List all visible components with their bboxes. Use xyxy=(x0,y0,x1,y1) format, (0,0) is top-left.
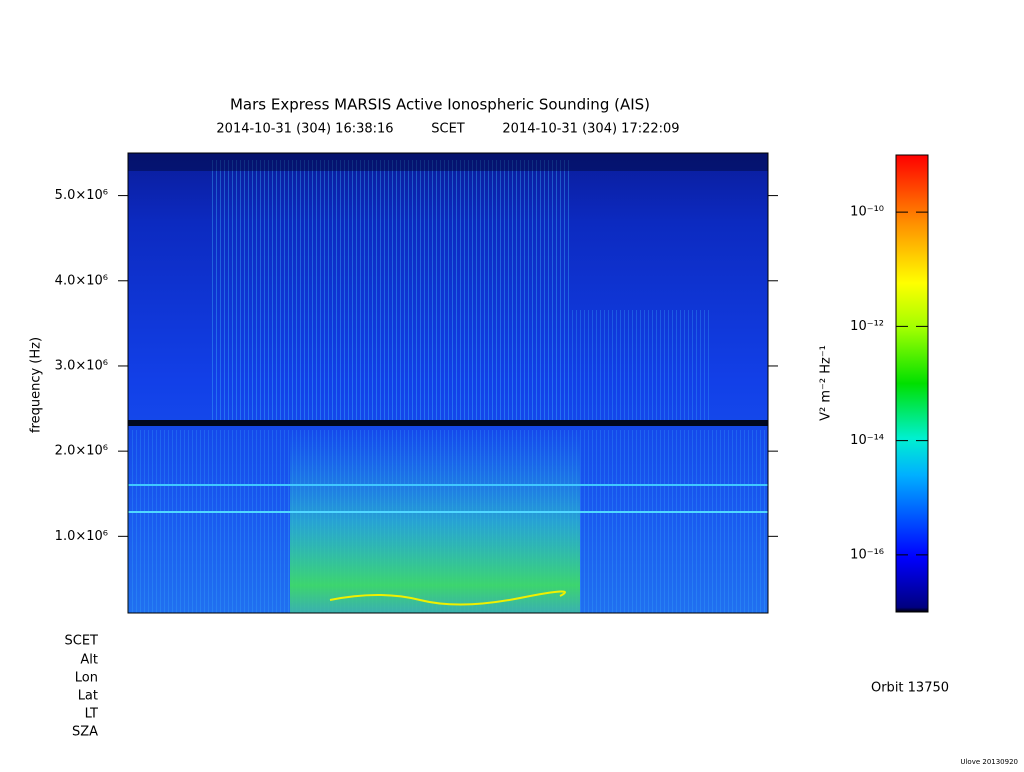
y-tick-label: 5.0×10⁶ xyxy=(55,188,108,203)
y-tick-label: 2.0×10⁶ xyxy=(55,444,108,459)
y-tick-label: 1.0×10⁶ xyxy=(55,529,108,544)
x-axis-label: SCET xyxy=(65,634,99,649)
ephemeris-label: SZA xyxy=(72,725,98,740)
colorbar-tick-label: 10⁻¹² xyxy=(850,319,884,334)
colorbar-tick-label: 10⁻¹⁰ xyxy=(850,205,884,220)
subtitle: SCET xyxy=(431,122,465,137)
subtitle: 2014-10-31 (304) 17:22:09 xyxy=(502,122,679,137)
ephemeris-label: Lon xyxy=(75,671,98,686)
title: Mars Express MARSIS Active Ionospheric S… xyxy=(230,96,650,114)
colorbar-tick-label: 10⁻¹⁴ xyxy=(850,433,884,448)
credit: Ulove 20130920 xyxy=(960,758,1018,766)
colorbar xyxy=(895,154,929,613)
ephemeris-label: LT xyxy=(85,707,98,722)
colorbar-label: V² m⁻² Hz⁻¹ xyxy=(819,345,834,421)
spectrogram xyxy=(127,152,769,614)
y-axis-label: frequency (Hz) xyxy=(29,337,44,433)
ephemeris-label: Alt xyxy=(80,653,98,668)
ephemeris-label: Lat xyxy=(78,689,98,704)
y-tick-label: 4.0×10⁶ xyxy=(55,273,108,288)
orbit: Orbit 13750 xyxy=(871,681,949,696)
colorbar-tick-label: 10⁻¹⁶ xyxy=(850,547,884,562)
y-tick-label: 3.0×10⁶ xyxy=(55,358,108,373)
subtitle: 2014-10-31 (304) 16:38:16 xyxy=(216,122,393,137)
